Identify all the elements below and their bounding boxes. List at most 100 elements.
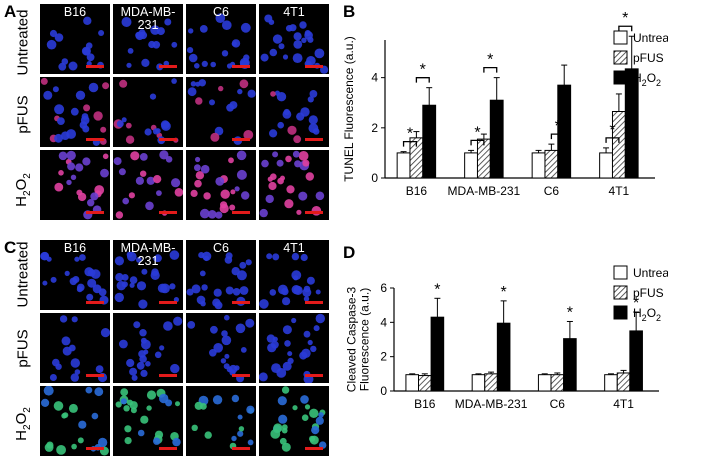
nucleus <box>94 387 104 397</box>
nucleus <box>221 330 228 337</box>
nucleus <box>74 369 81 375</box>
nucleus <box>234 186 240 192</box>
nucleus <box>199 270 206 277</box>
nucleus <box>195 81 201 87</box>
nucleus <box>70 358 80 368</box>
nucleus <box>315 289 321 295</box>
nucleus <box>58 170 64 176</box>
nucleus <box>313 325 320 332</box>
nucleus <box>68 403 78 413</box>
nucleus <box>293 40 303 49</box>
micrograph-c-1-0 <box>40 313 110 383</box>
nucleus <box>71 316 78 323</box>
nucleus <box>82 157 91 166</box>
micrograph-a-0-2: C6 <box>186 4 256 74</box>
nucleus <box>200 208 210 219</box>
cell-nuclei-image <box>49 315 110 383</box>
nucleus <box>220 358 227 364</box>
nucleus <box>140 415 149 424</box>
nucleus <box>42 280 48 286</box>
y-tick-label: 4 <box>371 71 378 85</box>
nucleus <box>127 251 137 262</box>
nucleus <box>226 366 233 373</box>
y-tick-label: 0 <box>371 171 378 185</box>
micrograph-c-2-0 <box>40 386 110 456</box>
significance-star: * <box>555 118 561 135</box>
nucleus <box>50 276 57 283</box>
nucleus <box>315 191 325 201</box>
bar-pfus-c6 <box>544 149 559 179</box>
nucleus <box>269 129 278 138</box>
nucleus <box>215 13 226 23</box>
nucleus <box>163 60 170 67</box>
nucleus <box>293 285 303 295</box>
nucleus <box>115 211 124 219</box>
nucleus <box>238 426 245 432</box>
nucleus <box>240 347 247 353</box>
nucleus <box>282 361 292 371</box>
nucleus <box>203 192 211 200</box>
nucleus <box>143 349 149 355</box>
legend-label: pFUS <box>633 51 664 65</box>
nucleus <box>135 31 143 39</box>
nucleus <box>310 345 317 353</box>
nucleus <box>94 185 105 195</box>
y-axis-label: Cleaved Caspase-3 <box>345 286 359 392</box>
nucleus <box>260 53 269 62</box>
panel-letter-c: C <box>4 238 17 257</box>
nucleus <box>58 151 68 161</box>
nucleus <box>222 20 232 31</box>
legend-label: H2O2 <box>633 306 661 323</box>
nucleus <box>115 401 122 408</box>
nucleus <box>277 177 284 185</box>
bar-pfus-mda-mb-231 <box>484 373 498 392</box>
nucleus <box>212 395 223 405</box>
cell-nuclei-image <box>269 90 320 144</box>
nucleus <box>54 33 64 42</box>
nucleus <box>207 210 217 219</box>
nucleus <box>67 162 76 171</box>
nucleus <box>52 86 59 93</box>
bar-h2o2-b16 <box>422 104 437 179</box>
nucleus <box>145 361 151 367</box>
cell-nuclei-image <box>187 314 255 383</box>
nucleus <box>82 47 91 56</box>
nucleus <box>293 32 302 41</box>
x-tick-label: MDA-MB-231 <box>448 184 521 198</box>
cell-nuclei-image <box>187 79 256 145</box>
bar-untreated-b16 <box>405 374 420 392</box>
legend-label: Untreated <box>633 31 668 45</box>
nucleus <box>90 192 99 201</box>
row-label-c-untreated: Untreated <box>14 241 32 308</box>
nucleus <box>245 318 255 328</box>
micrograph-a-0-1: MDA-MB-231 <box>113 4 183 74</box>
significance-star: * <box>407 126 413 143</box>
nucleus <box>154 254 162 263</box>
micrograph-a-1-1 <box>113 77 183 147</box>
nucleus <box>53 401 64 411</box>
nucleus <box>281 442 291 452</box>
nucleus <box>315 416 324 425</box>
nucleus <box>54 104 65 115</box>
nucleus <box>88 82 99 93</box>
nucleus <box>214 301 223 310</box>
nucleus <box>140 369 148 377</box>
nucleus <box>309 90 318 98</box>
cell-nuclei-image <box>114 250 180 309</box>
nucleus <box>116 120 124 128</box>
y-tick-label: 2 <box>371 121 378 135</box>
micrograph-a-0-3: 4T1 <box>259 4 329 74</box>
nucleus <box>126 358 135 368</box>
scale-bar <box>305 447 323 450</box>
nucleus <box>226 103 234 112</box>
nucleus <box>70 174 77 180</box>
nucleus <box>124 425 132 433</box>
panel-letter-a: A <box>4 2 17 21</box>
nucleus <box>281 386 290 394</box>
nucleus <box>128 192 135 199</box>
cell-line-label: MDA-MB-231 <box>120 5 176 32</box>
nucleus <box>202 251 212 261</box>
nucleus <box>302 159 310 167</box>
nucleus <box>83 16 92 25</box>
nucleus <box>215 177 225 186</box>
